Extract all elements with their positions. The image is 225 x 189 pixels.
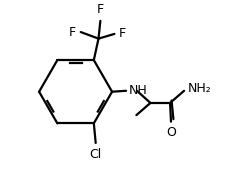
Text: O: O bbox=[165, 126, 175, 139]
Text: F: F bbox=[96, 3, 104, 16]
Text: F: F bbox=[69, 26, 76, 39]
Text: F: F bbox=[118, 27, 125, 40]
Text: NH: NH bbox=[128, 84, 147, 97]
Text: Cl: Cl bbox=[89, 148, 101, 161]
Text: NH₂: NH₂ bbox=[187, 82, 210, 95]
